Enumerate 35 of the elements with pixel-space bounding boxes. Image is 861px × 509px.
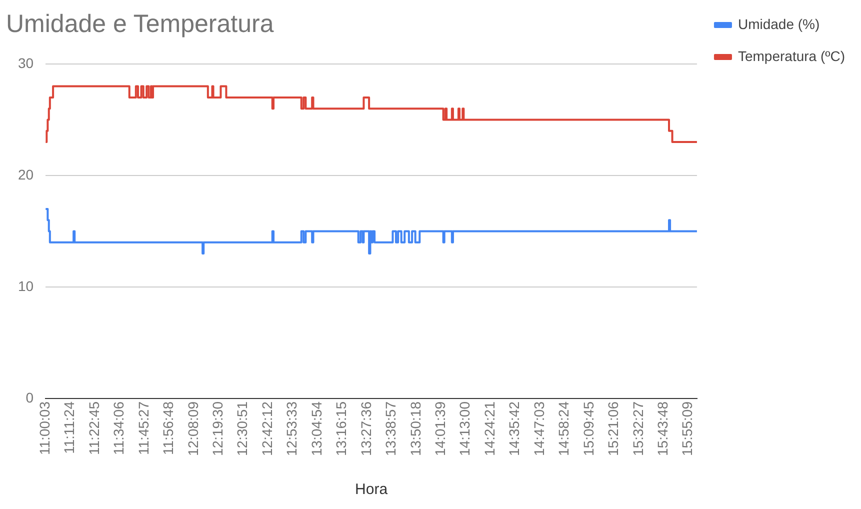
x-tick-label: 13:50:18	[407, 401, 424, 456]
x-tick-label: 13:27:36	[358, 401, 374, 456]
x-tick-label: 13:38:57	[382, 401, 399, 456]
x-tick-label: 11:56:48	[160, 401, 176, 455]
x-tick-label: 11:11:24	[61, 401, 78, 454]
x-tick-label: 15:55:09	[679, 401, 696, 456]
x-tick-label: 12:19:30	[209, 401, 226, 456]
chart-title: Umidade e Temperatura	[6, 10, 274, 38]
x-tick-label: 14:58:24	[556, 401, 572, 456]
x-tick-label: 14:24:21	[481, 401, 498, 456]
x-tick-label: 11:22:45	[86, 401, 102, 455]
x-tick-label: 14:13:00	[456, 401, 473, 456]
x-tick-label: 12:42:12	[258, 401, 275, 456]
x-tick-label: 12:53:33	[284, 401, 300, 456]
legend-label: Temperatura (ºC)	[738, 48, 845, 64]
y-tick-label: 20	[18, 166, 34, 182]
x-tick-label: 13:16:15	[333, 401, 350, 456]
y-tick-label: 0	[26, 389, 34, 406]
x-tick-label: 15:32:27	[630, 401, 646, 456]
y-tick-label: 10	[18, 278, 34, 294]
x-tick-label: 15:09:45	[580, 401, 596, 456]
x-tick-label: 12:30:51	[234, 401, 250, 456]
x-tick-label: 14:35:42	[506, 401, 522, 456]
x-tick-label: 15:43:48	[654, 401, 671, 456]
x-tick-label: 15:21:06	[605, 401, 622, 456]
x-tick-label: 11:45:27	[135, 401, 152, 455]
legend-label: Umidade (%)	[738, 16, 820, 32]
x-tick-label: 13:04:54	[308, 401, 324, 456]
x-axis-title: Hora	[355, 481, 388, 498]
x-tick-label: 11:34:06	[110, 401, 127, 455]
x-tick-label: 14:01:39	[432, 401, 448, 456]
y-tick-label: 30	[18, 54, 34, 71]
x-tick-label: 12:08:09	[184, 401, 201, 456]
x-tick-label: 14:47:03	[530, 401, 547, 456]
x-tick-label: 11:00:03	[36, 401, 52, 455]
